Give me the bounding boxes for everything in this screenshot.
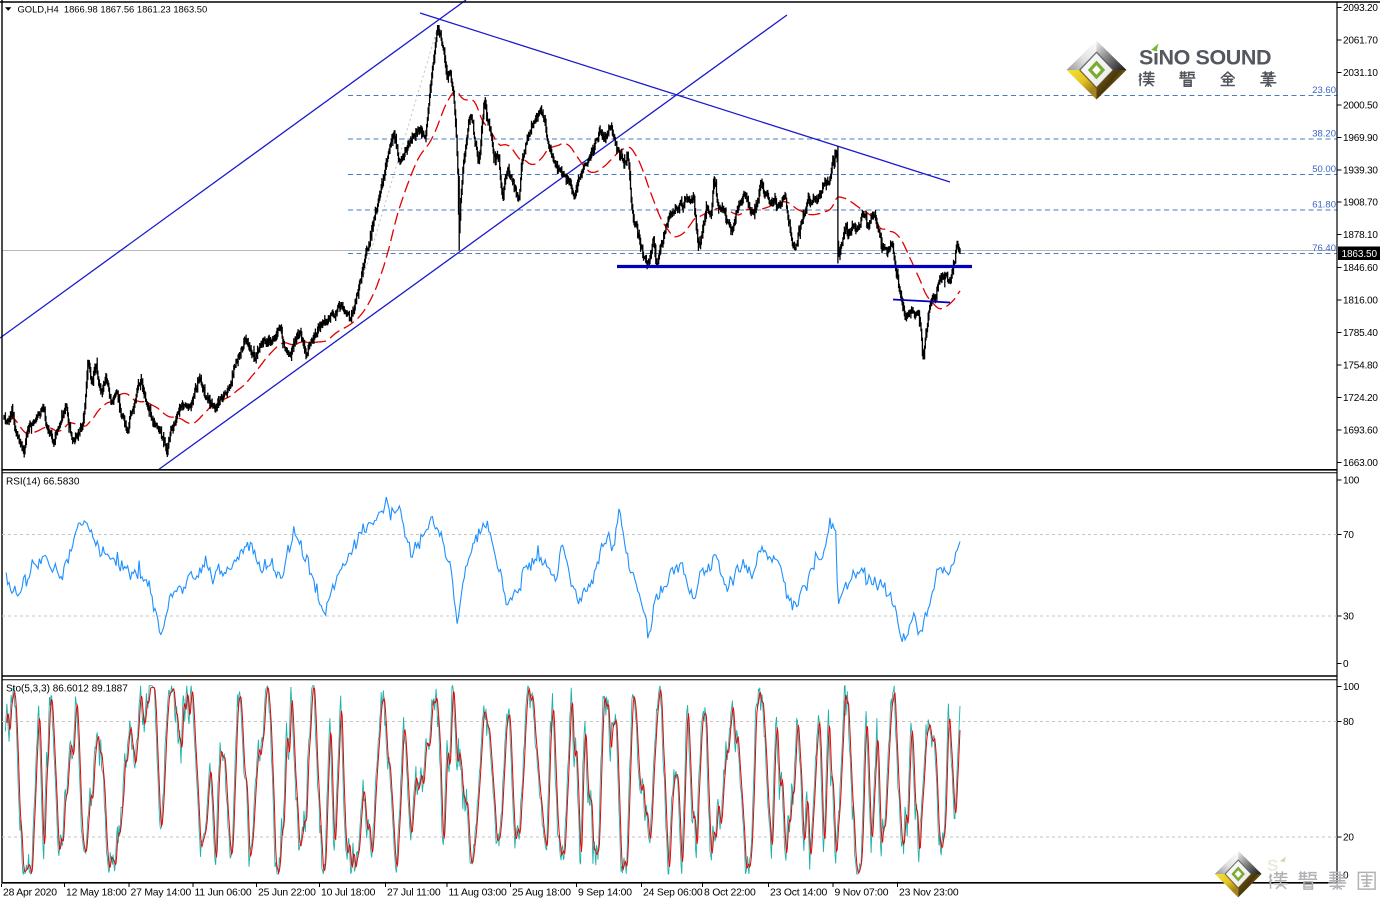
svg-text:2061.70: 2061.70 xyxy=(1343,36,1378,47)
svg-text:11 Jun 06:00: 11 Jun 06:00 xyxy=(195,888,252,899)
svg-text:1693.60: 1693.60 xyxy=(1343,426,1378,437)
svg-text:8 Oct 22:00: 8 Oct 22:00 xyxy=(704,888,756,899)
svg-text:30: 30 xyxy=(1343,612,1354,623)
svg-text:Sto(5,3,3) 86.6012 89.1887: Sto(5,3,3) 86.6012 89.1887 xyxy=(6,684,128,695)
svg-text:1969.90: 1969.90 xyxy=(1343,133,1378,144)
svg-text:70: 70 xyxy=(1343,530,1354,541)
svg-text:100: 100 xyxy=(1343,682,1360,693)
svg-text:28 Apr 2020: 28 Apr 2020 xyxy=(3,888,57,899)
svg-text:1663.00: 1663.00 xyxy=(1343,458,1378,469)
svg-text:20: 20 xyxy=(1343,833,1354,844)
svg-text:27 May 14:00: 27 May 14:00 xyxy=(131,888,192,899)
svg-text:25 Aug 18:00: 25 Aug 18:00 xyxy=(512,888,571,899)
svg-text:0: 0 xyxy=(1343,659,1349,670)
svg-text:1754.80: 1754.80 xyxy=(1343,361,1378,372)
svg-text:38.20: 38.20 xyxy=(1312,129,1336,140)
svg-text:24 Sep 06:00: 24 Sep 06:00 xyxy=(643,888,703,899)
svg-text:23 Oct 14:00: 23 Oct 14:00 xyxy=(770,888,828,899)
svg-text:23.60: 23.60 xyxy=(1312,85,1336,96)
svg-text:12 May 18:00: 12 May 18:00 xyxy=(66,888,127,899)
svg-text:9 Sep 14:00: 9 Sep 14:00 xyxy=(578,888,632,899)
svg-text:2093.20: 2093.20 xyxy=(1343,3,1378,14)
svg-text:1785.40: 1785.40 xyxy=(1343,328,1378,339)
svg-text:S: S xyxy=(1267,856,1278,875)
svg-text:RSI(14) 66.5830: RSI(14) 66.5830 xyxy=(6,477,80,488)
svg-text:100: 100 xyxy=(1343,476,1360,487)
svg-text:1724.20: 1724.20 xyxy=(1343,393,1378,404)
svg-text:61.80: 61.80 xyxy=(1312,200,1336,211)
svg-text:23 Nov 23:00: 23 Nov 23:00 xyxy=(899,888,959,899)
svg-text:GOLD,H4 1866.98 1867.56 1861.: GOLD,H4 1866.98 1867.56 1861.23 1863.50 xyxy=(18,3,208,14)
svg-text:50.00: 50.00 xyxy=(1312,164,1336,175)
svg-text:76.40: 76.40 xyxy=(1312,243,1336,254)
svg-text:11 Aug 03:00: 11 Aug 03:00 xyxy=(449,888,507,899)
svg-text:1846.60: 1846.60 xyxy=(1343,263,1378,274)
svg-text:10 Jul 18:00: 10 Jul 18:00 xyxy=(321,888,376,899)
svg-text:27 Jul 11:00: 27 Jul 11:00 xyxy=(387,888,441,899)
svg-text:1908.70: 1908.70 xyxy=(1343,198,1378,209)
svg-text:2031.10: 2031.10 xyxy=(1343,68,1378,79)
svg-text:25 Jun 22:00: 25 Jun 22:00 xyxy=(258,888,316,899)
svg-text:2000.50: 2000.50 xyxy=(1343,101,1378,112)
svg-text:1816.00: 1816.00 xyxy=(1343,296,1378,307)
svg-text:80: 80 xyxy=(1343,717,1354,728)
svg-text:0: 0 xyxy=(1343,871,1349,882)
svg-text:1878.10: 1878.10 xyxy=(1343,230,1378,241)
svg-text:1863.50: 1863.50 xyxy=(1342,249,1378,260)
svg-text:SiNO SOUND: SiNO SOUND xyxy=(1139,46,1271,70)
svg-text:1939.30: 1939.30 xyxy=(1343,166,1378,177)
svg-text:9 Nov 07:00: 9 Nov 07:00 xyxy=(835,888,889,899)
